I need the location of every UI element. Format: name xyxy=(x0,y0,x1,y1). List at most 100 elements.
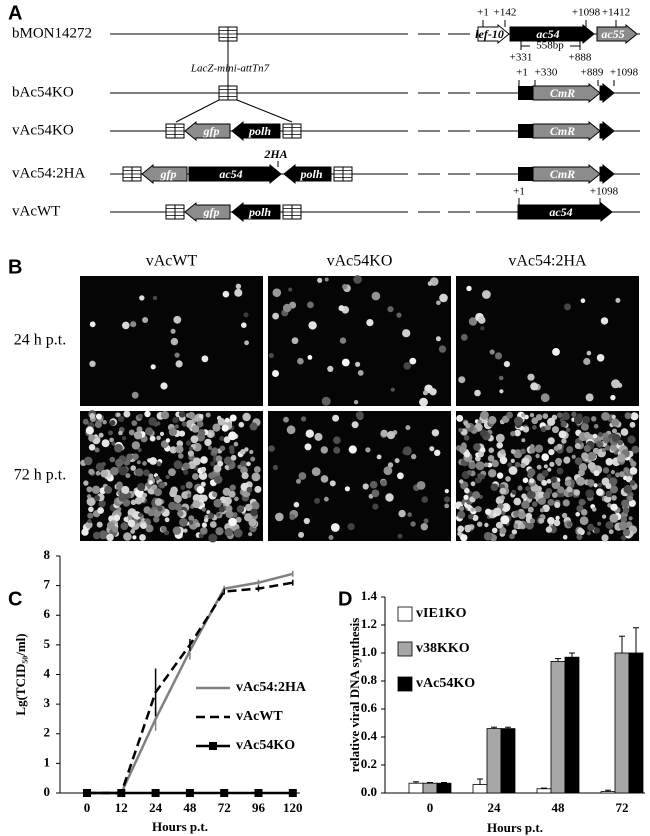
cell xyxy=(495,433,505,443)
cell xyxy=(120,522,129,531)
cell xyxy=(565,427,571,432)
cell xyxy=(122,321,130,330)
cell xyxy=(609,477,618,486)
cell xyxy=(527,506,534,513)
cell xyxy=(89,360,96,367)
cell xyxy=(615,472,621,478)
gene-block xyxy=(518,167,533,181)
cell xyxy=(147,509,155,517)
cell xyxy=(482,290,491,299)
y-tick-label: 1 xyxy=(44,754,51,769)
cell xyxy=(148,417,157,426)
gene-label: ac54 xyxy=(549,205,572,219)
cell xyxy=(126,453,134,461)
connector xyxy=(175,99,220,123)
cell xyxy=(89,413,96,419)
cell xyxy=(87,512,94,519)
cell xyxy=(94,495,100,502)
cell xyxy=(314,497,321,504)
cell xyxy=(587,462,596,470)
cell xyxy=(268,445,275,452)
cell xyxy=(623,484,633,494)
micrograph-bg xyxy=(268,276,451,406)
cell xyxy=(521,493,527,500)
cell xyxy=(628,516,633,521)
cell xyxy=(487,455,495,462)
cell xyxy=(466,285,472,292)
cell xyxy=(192,500,201,509)
cell xyxy=(535,414,543,421)
cell xyxy=(216,512,221,517)
position-label: +1 xyxy=(516,67,528,79)
bar xyxy=(486,728,502,794)
cell xyxy=(221,424,229,432)
gene-arrow xyxy=(283,163,332,185)
cell xyxy=(612,428,617,434)
cell xyxy=(131,441,141,450)
cell xyxy=(552,426,559,434)
cell xyxy=(341,358,350,367)
cell xyxy=(95,413,102,420)
cell xyxy=(621,499,630,508)
cell xyxy=(596,354,605,362)
cell xyxy=(574,457,583,466)
cell xyxy=(301,416,307,422)
cell xyxy=(157,506,163,512)
cell xyxy=(156,461,162,467)
cell xyxy=(253,466,261,473)
cell xyxy=(353,400,359,405)
cell xyxy=(608,529,614,535)
cell xyxy=(179,518,188,527)
cell xyxy=(134,496,143,505)
position-label: +330 xyxy=(535,67,558,79)
cell xyxy=(463,494,469,500)
cell xyxy=(597,432,603,437)
cell xyxy=(207,445,213,450)
legend-swatch xyxy=(209,742,217,750)
cell xyxy=(173,315,182,324)
cell xyxy=(556,467,564,475)
cell xyxy=(620,535,627,541)
cell xyxy=(553,519,561,527)
cell xyxy=(100,469,109,478)
cell xyxy=(102,420,107,425)
cell xyxy=(542,413,549,419)
cell xyxy=(181,421,187,427)
cell xyxy=(520,448,526,455)
cell xyxy=(160,526,167,532)
cell xyxy=(435,336,441,342)
cell xyxy=(551,492,558,498)
cell xyxy=(251,472,261,482)
cell xyxy=(561,438,567,444)
cell xyxy=(571,454,576,459)
cell xyxy=(615,297,621,303)
cell xyxy=(246,461,251,467)
cell xyxy=(477,420,482,425)
cell xyxy=(397,472,404,480)
cell xyxy=(431,429,440,437)
cell xyxy=(558,430,567,439)
cell xyxy=(236,505,245,513)
x-tick-label: 48 xyxy=(183,800,197,815)
bar xyxy=(614,652,630,794)
cell xyxy=(211,447,219,455)
marker xyxy=(185,789,194,797)
cell xyxy=(514,429,521,437)
cell xyxy=(591,416,597,422)
cell xyxy=(535,453,540,459)
cell xyxy=(411,453,417,460)
cell xyxy=(427,281,433,286)
cell xyxy=(420,523,428,531)
cell xyxy=(547,437,555,445)
cell xyxy=(229,484,236,491)
tag-label: 2HA xyxy=(263,147,287,161)
bar xyxy=(550,661,566,794)
cell xyxy=(488,469,497,478)
x-tick-label: 72 xyxy=(616,800,629,815)
cell xyxy=(506,411,513,419)
cell xyxy=(402,446,412,456)
cell xyxy=(580,298,586,304)
cell xyxy=(175,360,183,368)
cell xyxy=(609,485,619,494)
